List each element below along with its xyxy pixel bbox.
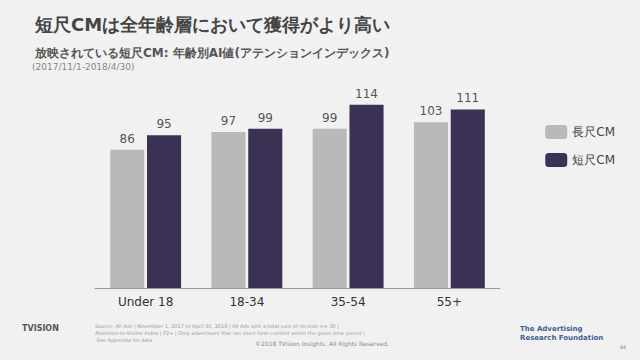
svg-text:114: 114 bbox=[355, 87, 378, 101]
svg-text:95: 95 bbox=[156, 117, 171, 131]
svg-text:長尺CM: 長尺CM bbox=[572, 125, 615, 139]
svg-text:短尺CM: 短尺CM bbox=[572, 153, 615, 167]
svg-text:44: 44 bbox=[620, 344, 626, 350]
svg-text:18-34: 18-34 bbox=[229, 295, 264, 309]
svg-text:Attention-to-Visible Index | P: Attention-to-Visible Index | P2+ | Only … bbox=[95, 330, 365, 337]
svg-text:TVISION: TVISION bbox=[22, 324, 59, 333]
svg-text:103: 103 bbox=[420, 104, 443, 118]
svg-text:99: 99 bbox=[258, 111, 273, 125]
svg-text:Under 18: Under 18 bbox=[118, 295, 173, 309]
svg-text:55+: 55+ bbox=[437, 295, 462, 309]
svg-text:Source: All Ads | November 1,: Source: All Ads | November 1, 2017 to Ap… bbox=[95, 323, 341, 330]
svg-text:97: 97 bbox=[221, 114, 236, 128]
svg-text:Research Foundation: Research Foundation bbox=[520, 334, 603, 342]
svg-text:©2018 TVision Insights. All Ri: ©2018 TVision Insights. All Rights Reser… bbox=[255, 340, 389, 348]
svg-text:86: 86 bbox=[120, 132, 135, 146]
svg-text:(2017/11/1-2018/4/30): (2017/11/1-2018/4/30) bbox=[32, 62, 135, 72]
svg-text:35-54: 35-54 bbox=[331, 295, 366, 309]
svg-text:99: 99 bbox=[322, 111, 337, 125]
svg-text:See Appendix for data: See Appendix for data bbox=[95, 337, 152, 344]
svg-text:短尺CMは全年齢層において獲得がより高い: 短尺CMは全年齢層において獲得がより高い bbox=[34, 14, 390, 35]
svg-text:放映されている短尺CM: 年齢別AI値(アテンションインデッ: 放映されている短尺CM: 年齢別AI値(アテンションインデックス) bbox=[34, 46, 389, 60]
svg-text:The Advertising: The Advertising bbox=[520, 325, 585, 333]
svg-text:111: 111 bbox=[456, 91, 479, 105]
